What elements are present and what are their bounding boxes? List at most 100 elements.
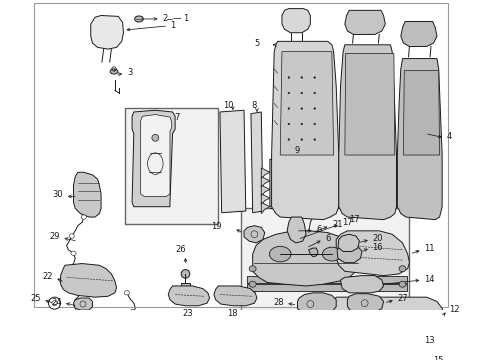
Polygon shape — [61, 264, 116, 297]
Polygon shape — [338, 45, 396, 220]
Text: 10: 10 — [223, 100, 233, 109]
Text: 30: 30 — [52, 190, 63, 199]
Polygon shape — [280, 52, 333, 155]
Polygon shape — [261, 168, 269, 179]
Ellipse shape — [269, 246, 290, 262]
Text: 14: 14 — [423, 275, 434, 284]
Polygon shape — [261, 185, 269, 196]
Ellipse shape — [287, 77, 289, 78]
Text: 5: 5 — [254, 40, 259, 49]
Polygon shape — [250, 112, 263, 213]
Ellipse shape — [398, 266, 405, 272]
Ellipse shape — [78, 289, 83, 293]
Ellipse shape — [181, 270, 189, 278]
Polygon shape — [252, 231, 359, 286]
Ellipse shape — [134, 16, 143, 22]
Polygon shape — [340, 276, 383, 293]
Text: 28: 28 — [272, 298, 283, 307]
Polygon shape — [297, 293, 336, 315]
Text: 26: 26 — [176, 245, 186, 254]
Ellipse shape — [110, 69, 118, 74]
Ellipse shape — [152, 134, 159, 141]
Polygon shape — [261, 176, 269, 188]
Ellipse shape — [300, 77, 302, 78]
Ellipse shape — [287, 92, 289, 94]
Text: 11: 11 — [423, 244, 434, 253]
Ellipse shape — [75, 308, 80, 312]
Polygon shape — [261, 202, 269, 213]
Ellipse shape — [313, 92, 315, 94]
Polygon shape — [336, 244, 361, 263]
Ellipse shape — [300, 108, 302, 109]
Polygon shape — [397, 59, 441, 220]
Text: 23: 23 — [182, 309, 192, 318]
Polygon shape — [337, 234, 359, 252]
Ellipse shape — [249, 266, 256, 272]
Polygon shape — [244, 226, 264, 243]
Polygon shape — [220, 110, 245, 213]
Polygon shape — [370, 357, 417, 360]
Ellipse shape — [313, 139, 315, 140]
Text: 17: 17 — [342, 218, 352, 227]
Text: 22: 22 — [42, 272, 53, 281]
Ellipse shape — [287, 139, 289, 140]
Text: 25: 25 — [30, 294, 41, 303]
Text: 17: 17 — [348, 215, 359, 224]
Ellipse shape — [398, 281, 405, 287]
Ellipse shape — [287, 108, 289, 109]
Bar — [103, 317, 114, 325]
Ellipse shape — [313, 108, 315, 109]
Polygon shape — [286, 217, 305, 243]
Ellipse shape — [313, 123, 315, 125]
Polygon shape — [403, 71, 439, 155]
Ellipse shape — [64, 269, 69, 274]
Bar — [121, 310, 133, 319]
Bar — [240, 208, 407, 312]
Text: — 1: — 1 — [172, 14, 188, 23]
Polygon shape — [73, 298, 92, 310]
Text: 3: 3 — [127, 68, 132, 77]
Text: 4: 4 — [446, 132, 451, 141]
Text: 24: 24 — [51, 298, 61, 307]
Text: 6: 6 — [316, 225, 321, 234]
Polygon shape — [132, 110, 175, 207]
Ellipse shape — [322, 247, 341, 261]
Text: 12: 12 — [448, 305, 459, 314]
Ellipse shape — [103, 316, 109, 321]
Text: 18: 18 — [227, 309, 238, 318]
Text: 7: 7 — [174, 113, 179, 122]
Bar — [247, 284, 406, 291]
Text: 29: 29 — [49, 232, 60, 241]
Text: 19: 19 — [211, 222, 221, 231]
Polygon shape — [271, 41, 338, 220]
Polygon shape — [346, 294, 383, 314]
Ellipse shape — [48, 297, 61, 309]
Ellipse shape — [300, 139, 302, 140]
Polygon shape — [344, 10, 385, 35]
Text: 13: 13 — [423, 336, 434, 345]
Polygon shape — [261, 194, 269, 205]
Polygon shape — [269, 159, 325, 208]
Text: 20: 20 — [372, 234, 382, 243]
Polygon shape — [385, 338, 408, 353]
Bar — [247, 276, 406, 283]
Polygon shape — [282, 9, 310, 33]
Ellipse shape — [249, 281, 256, 287]
Text: 9: 9 — [294, 146, 300, 155]
Polygon shape — [213, 286, 256, 306]
Polygon shape — [91, 15, 123, 49]
Ellipse shape — [300, 92, 302, 94]
Ellipse shape — [129, 310, 134, 314]
Polygon shape — [336, 231, 408, 276]
Polygon shape — [141, 114, 171, 196]
Ellipse shape — [69, 234, 74, 238]
Text: 8: 8 — [251, 100, 257, 109]
Text: 16: 16 — [372, 243, 382, 252]
Polygon shape — [400, 22, 436, 46]
Text: 1: 1 — [170, 21, 175, 30]
Polygon shape — [168, 286, 209, 306]
Polygon shape — [331, 297, 443, 336]
Ellipse shape — [287, 123, 289, 125]
Ellipse shape — [81, 215, 86, 219]
Bar — [181, 283, 189, 289]
